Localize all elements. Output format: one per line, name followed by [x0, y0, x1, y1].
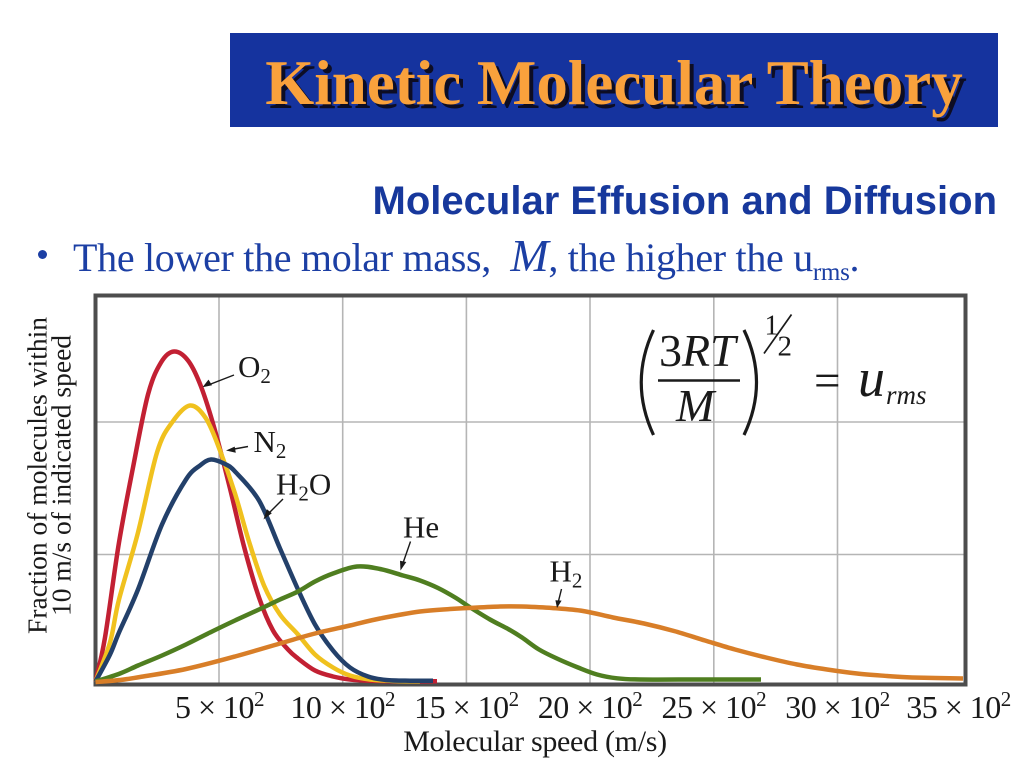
svg-text:10 m/s of indicated speed: 10 m/s of indicated speed — [46, 335, 77, 616]
svg-text:O2: O2 — [238, 349, 271, 388]
svg-text:30 × 102: 30 × 102 — [785, 687, 890, 725]
svg-text:rms: rms — [886, 380, 927, 410]
svg-text:He: He — [403, 510, 439, 545]
svg-text:5 × 102: 5 × 102 — [175, 687, 264, 725]
svg-text:N2: N2 — [254, 424, 287, 463]
svg-text:20 × 102: 20 × 102 — [538, 687, 643, 725]
svg-text:=: = — [814, 355, 841, 407]
svg-text:Fraction of molecules within: Fraction of molecules within — [22, 317, 53, 634]
svg-text:Molecular speed (m/s): Molecular speed (m/s) — [403, 725, 667, 758]
svg-text:2: 2 — [778, 331, 793, 363]
svg-text:15 × 102: 15 × 102 — [414, 687, 519, 725]
svg-text:3RT: 3RT — [659, 325, 739, 376]
svg-text:10 × 102: 10 × 102 — [290, 687, 395, 725]
svg-text:25 × 102: 25 × 102 — [662, 687, 767, 725]
svg-text:H2O: H2O — [276, 467, 331, 506]
svg-text:M: M — [675, 380, 717, 431]
svg-text:u: u — [858, 348, 885, 408]
svg-text:1: 1 — [765, 311, 779, 342]
svg-text:35 × 102: 35 × 102 — [906, 687, 1011, 725]
svg-text:H2: H2 — [550, 554, 583, 593]
